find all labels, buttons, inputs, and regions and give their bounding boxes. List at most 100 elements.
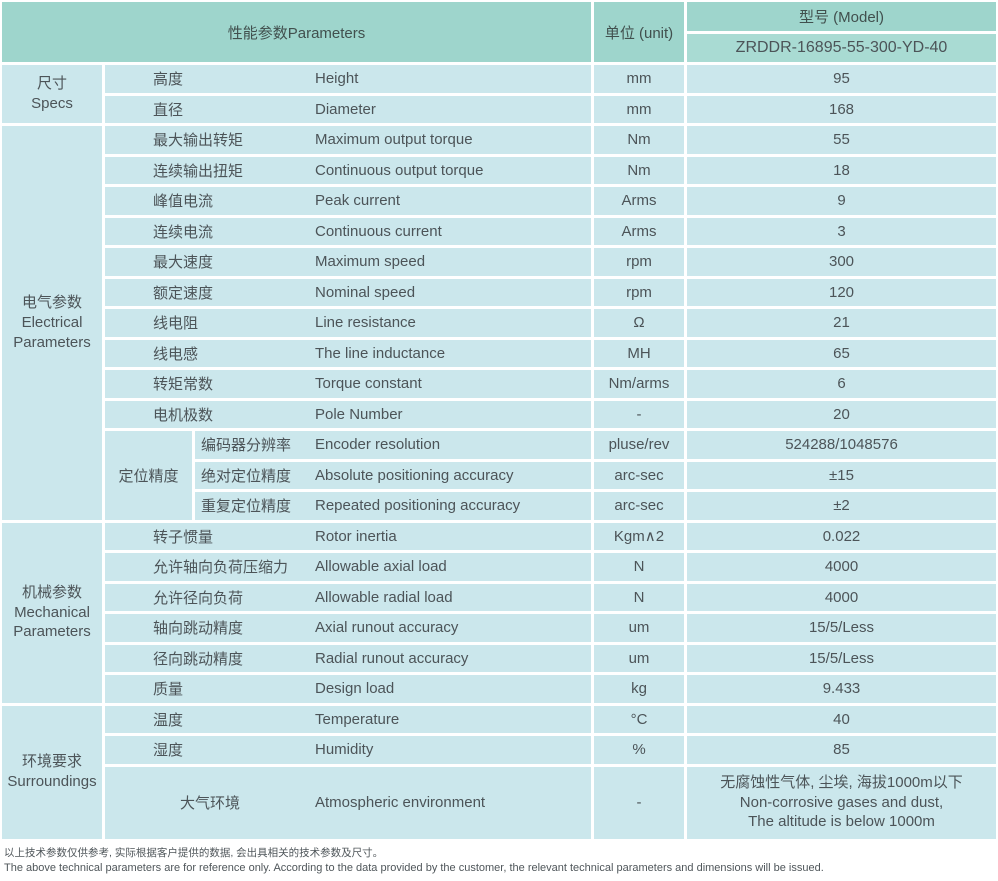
unit-cell: Arms (594, 217, 684, 245)
value-cell: 3 (687, 217, 996, 245)
category-en: Mechanical Parameters (13, 603, 91, 641)
value-cell: 95 (687, 65, 996, 93)
value-cell: 0.022 (687, 522, 996, 550)
row-label-cn: 额定速度 (153, 284, 214, 302)
row-label-cn: 温度 (153, 711, 184, 729)
value-cell: 9 (687, 187, 996, 215)
row-label-en: Absolute positioning accuracy (315, 466, 514, 484)
header-model-label: 型号 (Model) (687, 2, 996, 31)
row-label-en: Axial runout accuracy (315, 619, 459, 637)
row-label-en: Repeated positioning accuracy (315, 497, 521, 515)
row-label-en: Maximum output torque (315, 131, 473, 149)
row-label-en: Atmospheric environment (315, 794, 486, 811)
category-cell-surroundings: 环境要求 Surroundings (2, 705, 102, 839)
row-label-en: Nominal speed (315, 283, 416, 301)
row-label-en: Allowable radial load (315, 588, 453, 606)
row-label-cn: 直径 (153, 101, 184, 119)
unit-cell: kg (594, 675, 684, 703)
row-label-cn: 编码器分辨率 (201, 437, 292, 455)
table-row: 高度 Height mm 95 (105, 65, 996, 93)
table-row: 径向跳动精度 Radial runout accuracy um 15/5/Les… (105, 644, 996, 672)
value-cell: 20 (687, 400, 996, 428)
table-row: 温度 Temperature °C 40 (105, 705, 996, 733)
table-row: 连续电流 Continuous current Arms 3 (105, 217, 996, 245)
value-cell: 300 (687, 248, 996, 276)
row-label-cn: 连续输出扭矩 (153, 162, 244, 180)
unit-cell: Nm (594, 126, 684, 154)
row-label-en: Pole Number (315, 405, 403, 423)
positioning-accuracy-group: 定位精度 编码器分辨率 Encoder resolution pluse/rev … (105, 431, 996, 520)
unit-cell: arc-sec (594, 492, 684, 520)
row-label-cn: 转矩常数 (153, 376, 214, 394)
footnote-chinese: 以上技术参数仅供参考, 实际根据客户提供的数据, 会出具相关的技术参数及尺寸。 (4, 846, 384, 859)
unit-cell: pluse/rev (594, 431, 684, 459)
row-label-en: Peak current (315, 192, 401, 210)
value-cell: 85 (687, 736, 996, 764)
table-row: 最大速度 Maximum speed rpm 300 (105, 248, 996, 276)
value-cell: 168 (687, 95, 996, 123)
row-label-cn: 重复定位精度 (201, 498, 292, 516)
row-label-cn: 允许径向负荷 (153, 589, 244, 607)
value-cell: ±15 (687, 461, 996, 489)
category-en: Specs (31, 95, 73, 112)
table-row-atmospheric: 大气环境 Atmospheric environment - 无腐蚀性气体, 尘埃… (105, 766, 996, 839)
row-label-cn: 最大速度 (153, 254, 214, 272)
row-label-en: Humidity (315, 741, 374, 759)
row-label-cn: 允许轴向负荷压缩力 (153, 559, 289, 577)
row-label-cn: 径向跳动精度 (153, 650, 244, 668)
unit-cell: - (594, 400, 684, 428)
value-cell: ±2 (687, 492, 996, 520)
table-row: 湿度 Humidity % 85 (105, 736, 996, 764)
row-label-en: Allowable axial load (315, 558, 447, 576)
row-label-en: The line inductance (315, 344, 446, 362)
value-cell: 55 (687, 126, 996, 154)
row-label-cn: 质量 (153, 681, 184, 699)
row-label-cn: 湿度 (153, 742, 184, 760)
header-model-column: 型号 (Model) ZRDDR-16895-55-300-YD-40 (687, 2, 996, 62)
row-label-cn: 大气环境 (179, 795, 240, 812)
value-line: 无腐蚀性气体, 尘埃, 海拔1000m以下 (720, 773, 963, 791)
table-row: 转子惯量 Rotor inertia Kgm∧2 0.022 (105, 522, 996, 550)
unit-cell: mm (594, 95, 684, 123)
value-line: Non-corrosive gases and dust, (739, 793, 944, 811)
value-cell: 18 (687, 156, 996, 184)
table-row: 绝对定位精度 Absolute positioning accuracy arc-… (195, 461, 996, 489)
row-label-cn: 最大输出转矩 (153, 132, 244, 150)
footnote-english: The above technical parameters are for r… (4, 862, 824, 875)
table-row: 直径 Diameter mm 168 (105, 95, 996, 123)
section-mechanical: 机械参数 Mechanical Parameters 转子惯量 Rotor ine… (2, 522, 996, 703)
category-cn: 电气参数 (21, 294, 82, 312)
specification-table: 性能参数Parameters 单位 (unit) 型号 (Model) ZRDD… (0, 0, 998, 841)
row-label-en: Height (315, 70, 359, 88)
section-specs: 尺寸 Specs 高度 Height mm 95 直径 Diameter mm 16… (2, 65, 996, 123)
row-label-en: Encoder resolution (315, 436, 441, 454)
row-label-en: Design load (315, 680, 395, 698)
row-label-cn: 线电感 (153, 345, 199, 363)
value-cell: 524288/1048576 (687, 431, 996, 459)
value-line: The altitude is below 1000m (748, 813, 935, 831)
category-en: Electrical Parameters (13, 313, 91, 351)
unit-cell: mm (594, 65, 684, 93)
row-label-en: Maximum speed (315, 253, 426, 271)
row-label-en: Torque constant (315, 375, 422, 393)
row-label-en: Continuous current (315, 222, 442, 240)
value-cell: 无腐蚀性气体, 尘埃, 海拔1000m以下 Non-corrosive gase… (687, 766, 996, 839)
row-label-cn: 连续电流 (153, 223, 214, 241)
row-label-cn: 峰值电流 (153, 193, 214, 211)
table-row: 额定速度 Nominal speed rpm 120 (105, 278, 996, 306)
table-row: 连续输出扭矩 Continuous output torque Nm 18 (105, 156, 996, 184)
table-row: 允许径向负荷 Allowable radial load N 4000 (105, 583, 996, 611)
unit-cell: rpm (594, 248, 684, 276)
unit-cell: arc-sec (594, 461, 684, 489)
category-cn: 机械参数 (21, 583, 82, 601)
unit-cell: um (594, 614, 684, 642)
category-cell-mechanical: 机械参数 Mechanical Parameters (2, 522, 102, 703)
value-cell: 40 (687, 705, 996, 733)
row-label-cn: 轴向跳动精度 (153, 620, 244, 638)
unit-cell: °C (594, 705, 684, 733)
table-row: 转矩常数 Torque constant Nm/arms 6 (105, 370, 996, 398)
row-label-en: Line resistance (315, 314, 416, 332)
value-cell: 15/5/Less (687, 644, 996, 672)
table-row: 轴向跳动精度 Axial runout accuracy um 15/5/Less (105, 614, 996, 642)
unit-cell: Arms (594, 187, 684, 215)
